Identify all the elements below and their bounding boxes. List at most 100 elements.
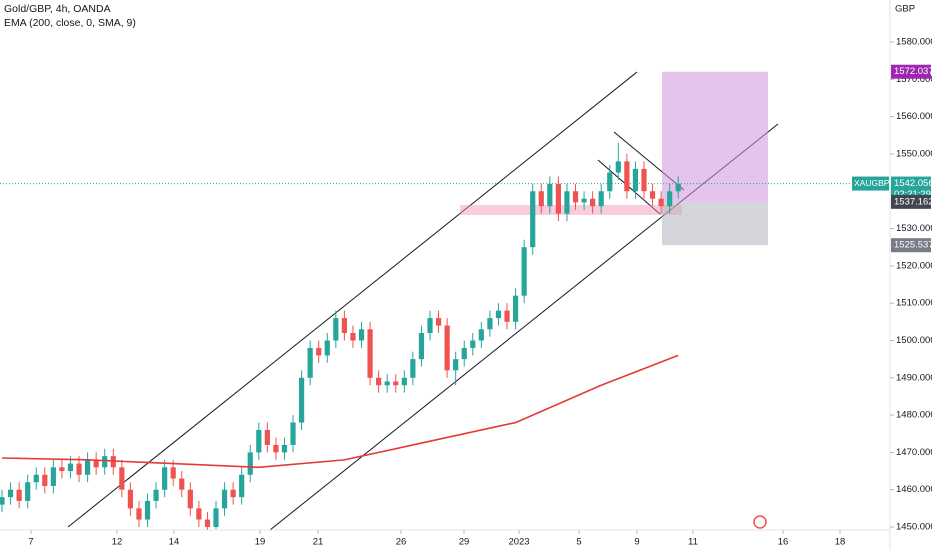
- stop-badge-label: 1525.537: [894, 240, 932, 251]
- candle-body: [144, 500, 151, 520]
- x-tick-label: 9: [634, 537, 639, 548]
- candle-body: [119, 467, 125, 490]
- event-icon[interactable]: [753, 515, 767, 529]
- x-tick-label: 18: [835, 537, 846, 548]
- candle-body: [76, 463, 82, 475]
- candle-body: [85, 459, 91, 475]
- candle-body: [504, 310, 510, 322]
- candle-body: [444, 325, 450, 371]
- y-tick-label: 1480.000: [896, 410, 932, 421]
- candle-body: [581, 198, 587, 203]
- y-tick-label: 1580.000: [896, 37, 932, 48]
- candle-body: [547, 183, 553, 207]
- x-tick-label: 7: [28, 537, 33, 548]
- candle-body: [667, 191, 673, 207]
- candle-body: [59, 467, 65, 472]
- candle-body: [521, 247, 527, 296]
- last-price-label: 1542.056: [894, 178, 932, 189]
- candle-body: [607, 172, 613, 192]
- candle-body: [221, 489, 228, 509]
- x-tick-label: 16: [778, 537, 789, 548]
- x-tick-label: 29: [459, 537, 470, 548]
- candle-body: [298, 377, 305, 423]
- candle-body: [230, 489, 236, 498]
- chart-title: Gold/GBP, 4h, OANDA: [4, 3, 111, 15]
- candle-body: [341, 318, 347, 334]
- countdown: 02:21:29: [894, 189, 931, 200]
- x-tick-label: 11: [688, 537, 698, 548]
- candle-body: [632, 168, 639, 192]
- y-tick-label: 1570.000: [896, 74, 932, 85]
- candle-body: [307, 347, 313, 378]
- indicator-label: EMA (200, close, 0, SMA, 9): [4, 17, 136, 29]
- x-tick-label: 14: [169, 537, 180, 548]
- candle-body: [461, 347, 467, 360]
- plot-area: [0, 71, 890, 530]
- candle-body: [7, 489, 14, 498]
- candle-body: [273, 444, 279, 453]
- candle-body: [590, 198, 596, 207]
- candle-body: [649, 191, 656, 199]
- candle-body: [196, 508, 202, 520]
- candle-body: [624, 161, 630, 192]
- candle-body: [179, 478, 185, 490]
- stop-badge: [891, 238, 931, 253]
- candle-body: [358, 329, 365, 341]
- candle-body: [102, 456, 108, 468]
- candle-body: [25, 482, 31, 501]
- candle-body: [367, 329, 373, 378]
- candle-body: [247, 452, 253, 475]
- y-tick-label: 1460.000: [896, 484, 932, 495]
- y-tick-label: 1520.000: [896, 260, 932, 271]
- x-tick-label: 26: [396, 537, 407, 548]
- candle-body: [598, 191, 604, 207]
- candle-body: [16, 489, 22, 501]
- y-tick-label: 1500.000: [896, 335, 932, 346]
- candle-body: [401, 377, 407, 386]
- candle-body: [555, 183, 561, 214]
- candle-body: [187, 489, 193, 509]
- y-tick-label: 1510.000: [896, 298, 932, 309]
- candle-body: [470, 340, 476, 348]
- candle-body: [93, 459, 99, 468]
- entry-badge: [891, 194, 931, 209]
- candle-body: [512, 295, 519, 322]
- candle-body: [127, 489, 134, 509]
- candle-body: [453, 359, 459, 371]
- candle-body: [350, 333, 356, 341]
- candle-body: [264, 430, 270, 445]
- candle-body: [50, 467, 56, 486]
- candle-body: [410, 359, 416, 378]
- candle-body: [213, 508, 219, 528]
- y-tick-label: 1450.000: [896, 522, 932, 533]
- zone: [460, 205, 682, 215]
- candle-body: [333, 318, 339, 341]
- candle-body: [615, 161, 621, 173]
- candle-body: [376, 377, 382, 386]
- candle-body: [658, 198, 664, 207]
- candle-body: [427, 318, 433, 334]
- y-tick-label: 1530.000: [896, 223, 932, 234]
- y-tick-label: 1560.000: [896, 111, 932, 122]
- candle-body: [42, 474, 48, 486]
- candle-body: [316, 347, 322, 356]
- candle-body: [153, 489, 159, 501]
- candle-body: [256, 430, 262, 453]
- candle-body: [324, 340, 330, 356]
- candle-body: [384, 381, 390, 386]
- candle-body: [170, 467, 176, 479]
- candle-body: [487, 318, 493, 330]
- candle-body: [572, 191, 579, 203]
- x-tick-label: 19: [255, 537, 266, 548]
- candle-body: [435, 318, 442, 326]
- x-tick-label: 12: [112, 537, 123, 548]
- target-box: [662, 71, 768, 202]
- y-tick-label: 1550.000: [896, 148, 932, 159]
- candle-body: [33, 474, 39, 483]
- candle-body: [530, 191, 536, 248]
- x-tick-label: 21: [313, 537, 324, 548]
- stop-box: [662, 201, 768, 246]
- candle-body: [641, 168, 647, 192]
- currency: GBP: [895, 4, 915, 15]
